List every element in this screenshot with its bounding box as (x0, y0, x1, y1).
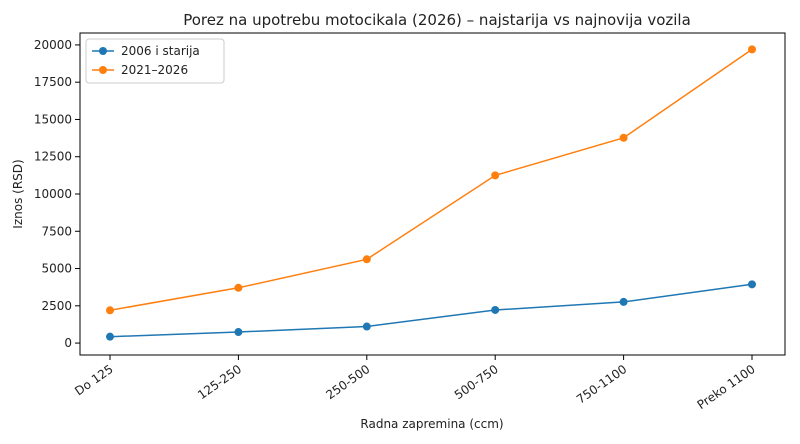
legend: 2006 i starija 2021–2026 (85, 38, 225, 84)
y-tick-label: 20000 (34, 38, 72, 52)
series-layer (106, 45, 756, 341)
legend-marker-series-1 (99, 66, 107, 74)
legend-frame (85, 38, 225, 84)
data-point (491, 305, 500, 314)
y-tick-label: 17500 (34, 75, 72, 89)
data-point (362, 255, 371, 264)
data-point (748, 45, 756, 54)
y-tick-label: 10000 (34, 187, 72, 201)
data-point (106, 332, 114, 341)
y-tick-label: 0 (64, 336, 72, 350)
data-point (234, 328, 243, 337)
x-tick-label: Preko 1100 (695, 362, 758, 412)
x-tick-label: 750-1100 (574, 362, 629, 407)
legend-label-series-1: 2021–2026 (121, 63, 188, 77)
x-tick-label: 250-500 (323, 362, 372, 402)
x-axis: Do 125 125-250 250-500 500-750 750-1100 Preko… (72, 355, 758, 412)
data-point (234, 283, 243, 292)
data-point (619, 297, 628, 306)
y-tick-label: 7500 (41, 224, 72, 238)
legend-label-series-0: 2006 i starija (121, 44, 200, 58)
y-tick-label: 12500 (34, 150, 72, 164)
data-point (491, 171, 500, 180)
x-tick-label: 500-750 (452, 362, 501, 402)
chart-title: Porez na upotrebu motocikala (2026) – na… (183, 11, 691, 29)
y-tick-label: 2500 (41, 299, 72, 313)
y-axis-label: Iznos (RSD) (11, 159, 25, 228)
data-point (106, 306, 114, 315)
x-axis-label: Radna zapremina (ccm) (360, 417, 503, 431)
data-point (362, 322, 371, 331)
y-tick-label: 5000 (41, 262, 72, 276)
x-tick-label: 125-250 (195, 362, 244, 402)
series-line-0 (109, 283, 753, 338)
y-tick-label: 15000 (34, 112, 72, 126)
data-point (619, 133, 628, 142)
data-point (748, 280, 756, 289)
legend-marker-series-0 (99, 47, 107, 55)
x-tick-label: Do 125 (72, 362, 116, 398)
y-axis: 0 2500 5000 7500 10000 12500 15000 17500 20000 (34, 38, 80, 350)
series-line-1 (109, 48, 753, 312)
